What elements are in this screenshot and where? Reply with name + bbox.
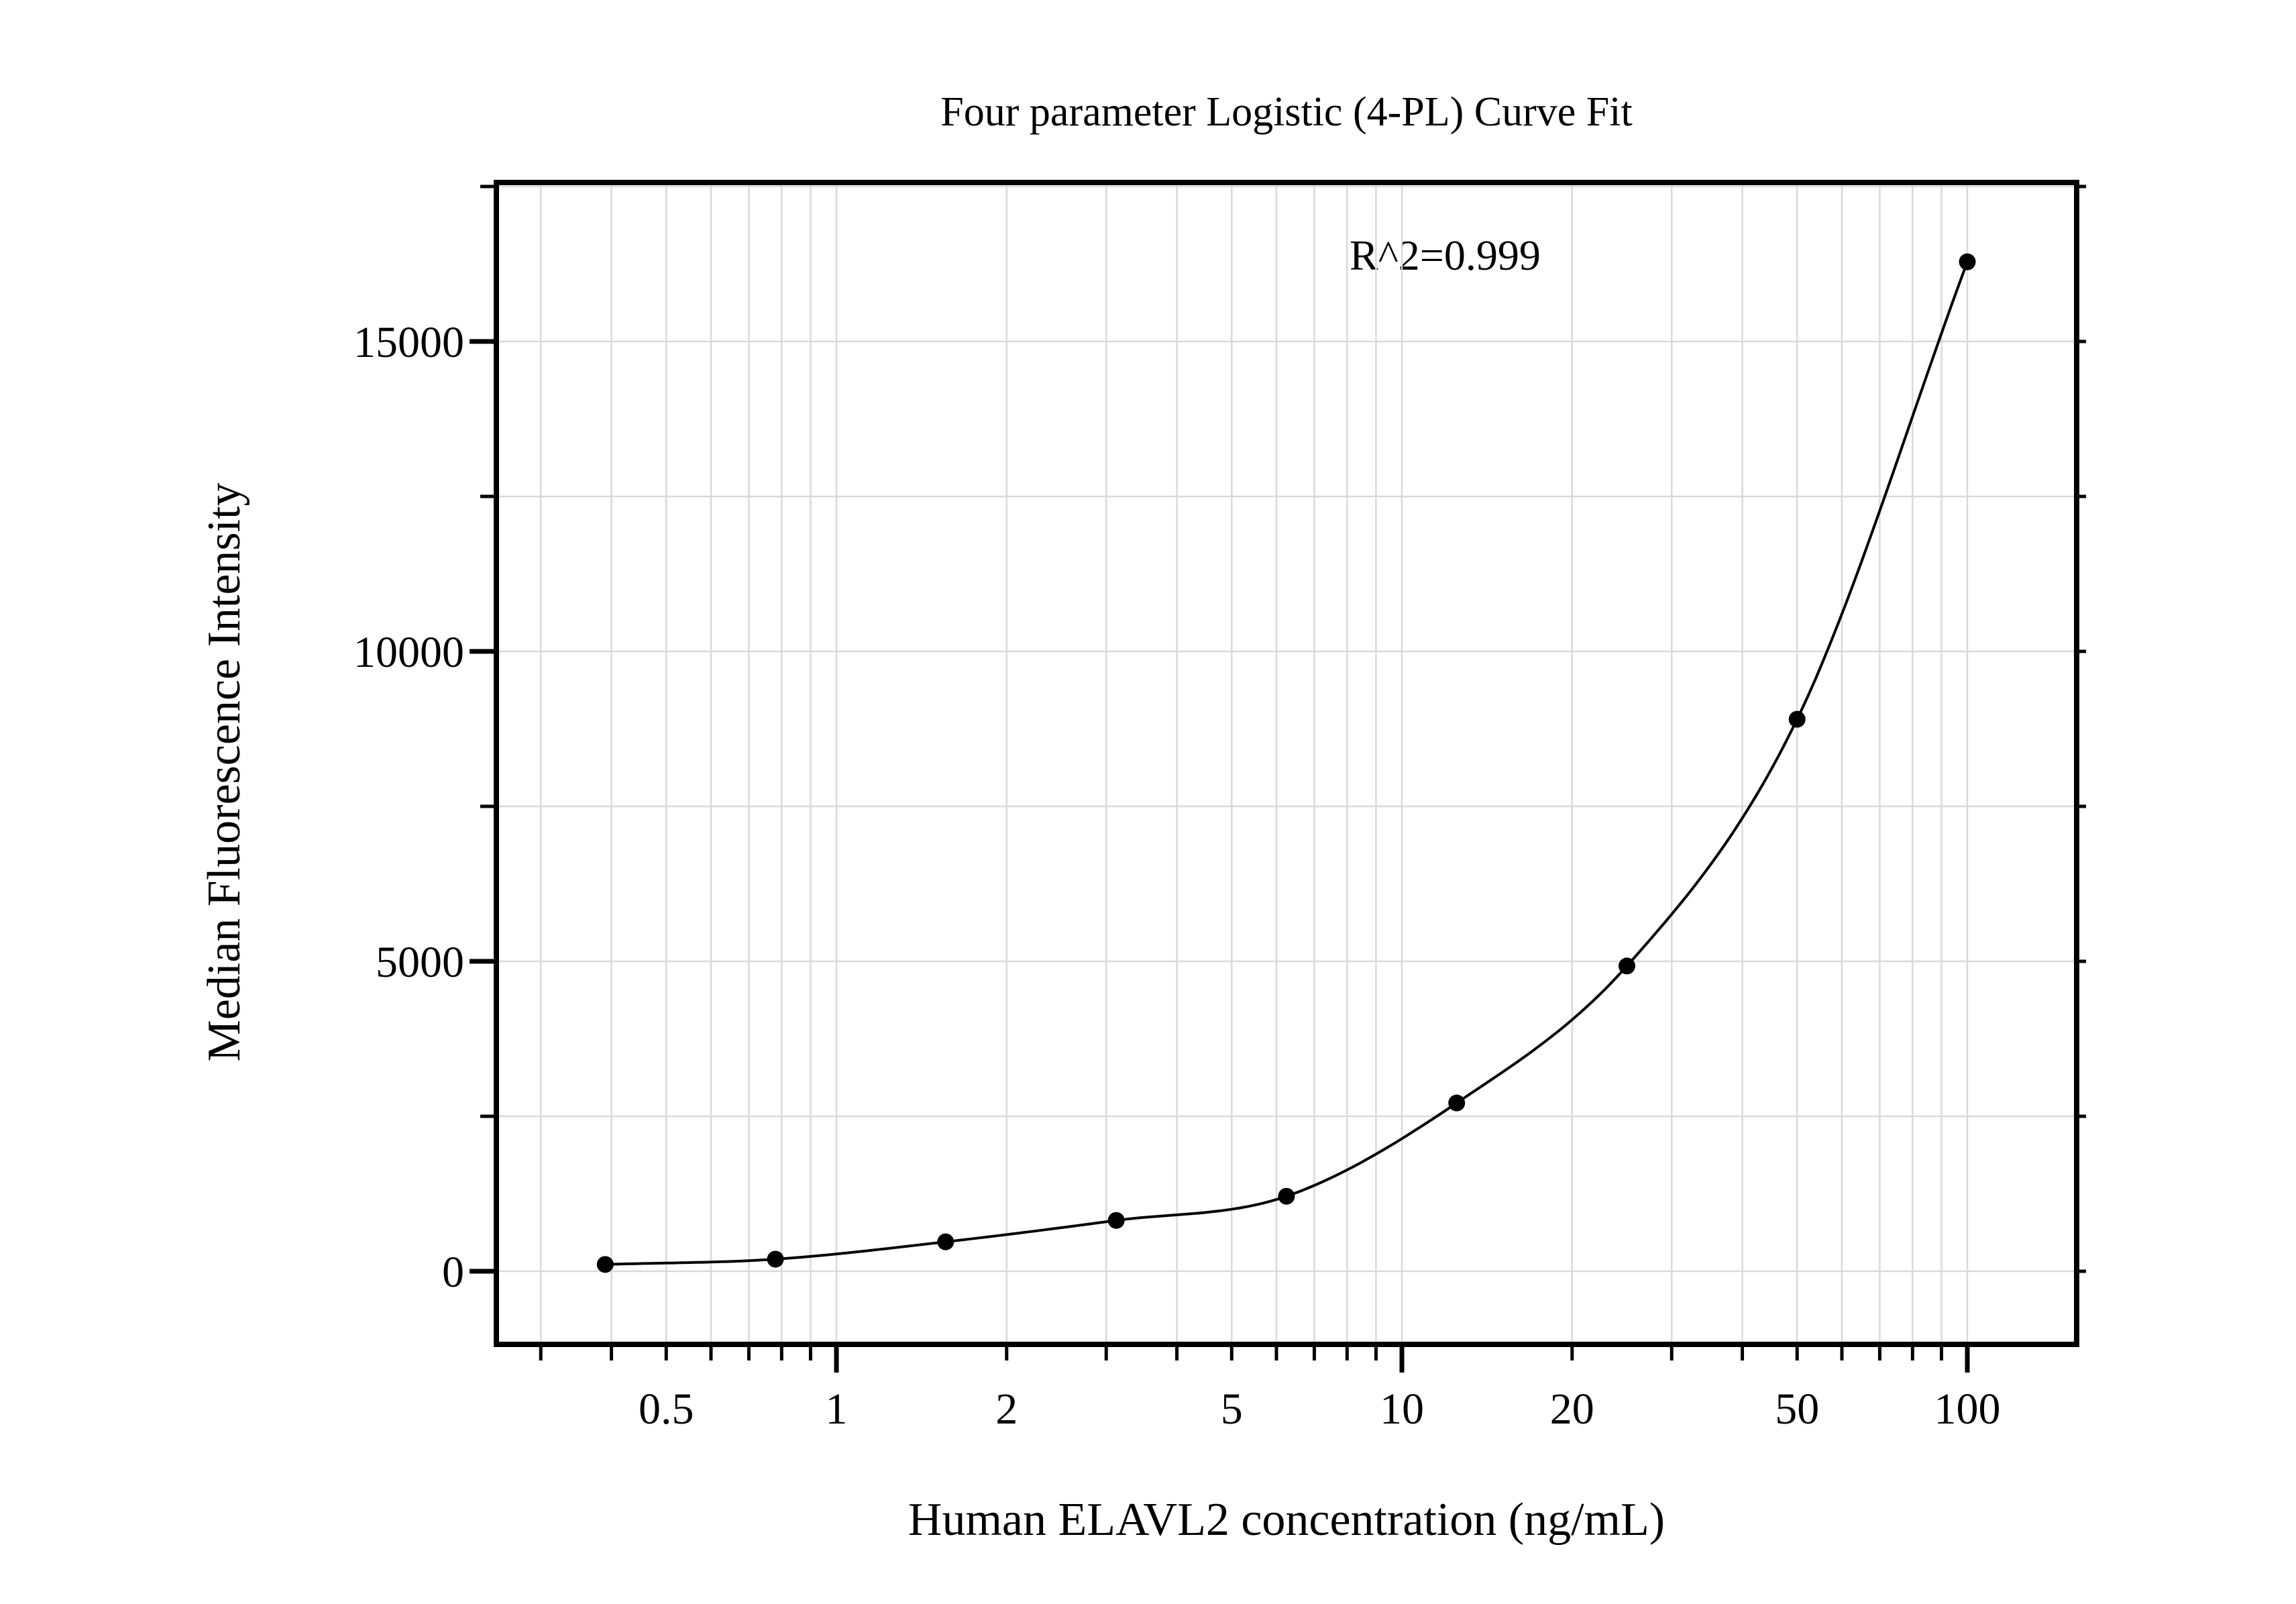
x-tick-label: 50: [1775, 1385, 1819, 1434]
chart-title: Four parameter Logistic (4-PL) Curve Fit: [940, 89, 1633, 135]
x-tick-label: 1: [826, 1385, 848, 1434]
y-axis-title: Median Fluorescence Intensity: [199, 482, 250, 1062]
x-axis-title: Human ELAVL2 concentration (ng/mL): [908, 1494, 1665, 1546]
data-point: [767, 1250, 784, 1268]
plot-frame: [494, 180, 2079, 1347]
fit-curve: [605, 261, 1969, 1266]
r-squared-annotation: R^2=0.999: [1350, 231, 1541, 279]
x-tick-label: 5: [1221, 1385, 1243, 1434]
x-tick-label: 20: [1550, 1385, 1594, 1434]
y-tick-label: 10000: [353, 628, 464, 677]
data-point: [1278, 1187, 1295, 1205]
data-point: [937, 1233, 954, 1250]
x-tick-label: 100: [1934, 1385, 2001, 1434]
data-point: [1788, 710, 1806, 728]
x-tick-label: 2: [995, 1385, 1018, 1434]
data-point: [1448, 1094, 1466, 1112]
y-tick-label: 5000: [376, 938, 464, 987]
data-point: [1959, 253, 1976, 270]
data-point: [1107, 1212, 1125, 1229]
x-tick-label: 10: [1380, 1385, 1424, 1434]
data-point: [1618, 957, 1635, 975]
y-tick-label: 15000: [353, 318, 464, 367]
y-tick-label: 0: [442, 1248, 464, 1297]
x-tick-label: 0.5: [639, 1385, 694, 1434]
data-point: [596, 1256, 614, 1273]
